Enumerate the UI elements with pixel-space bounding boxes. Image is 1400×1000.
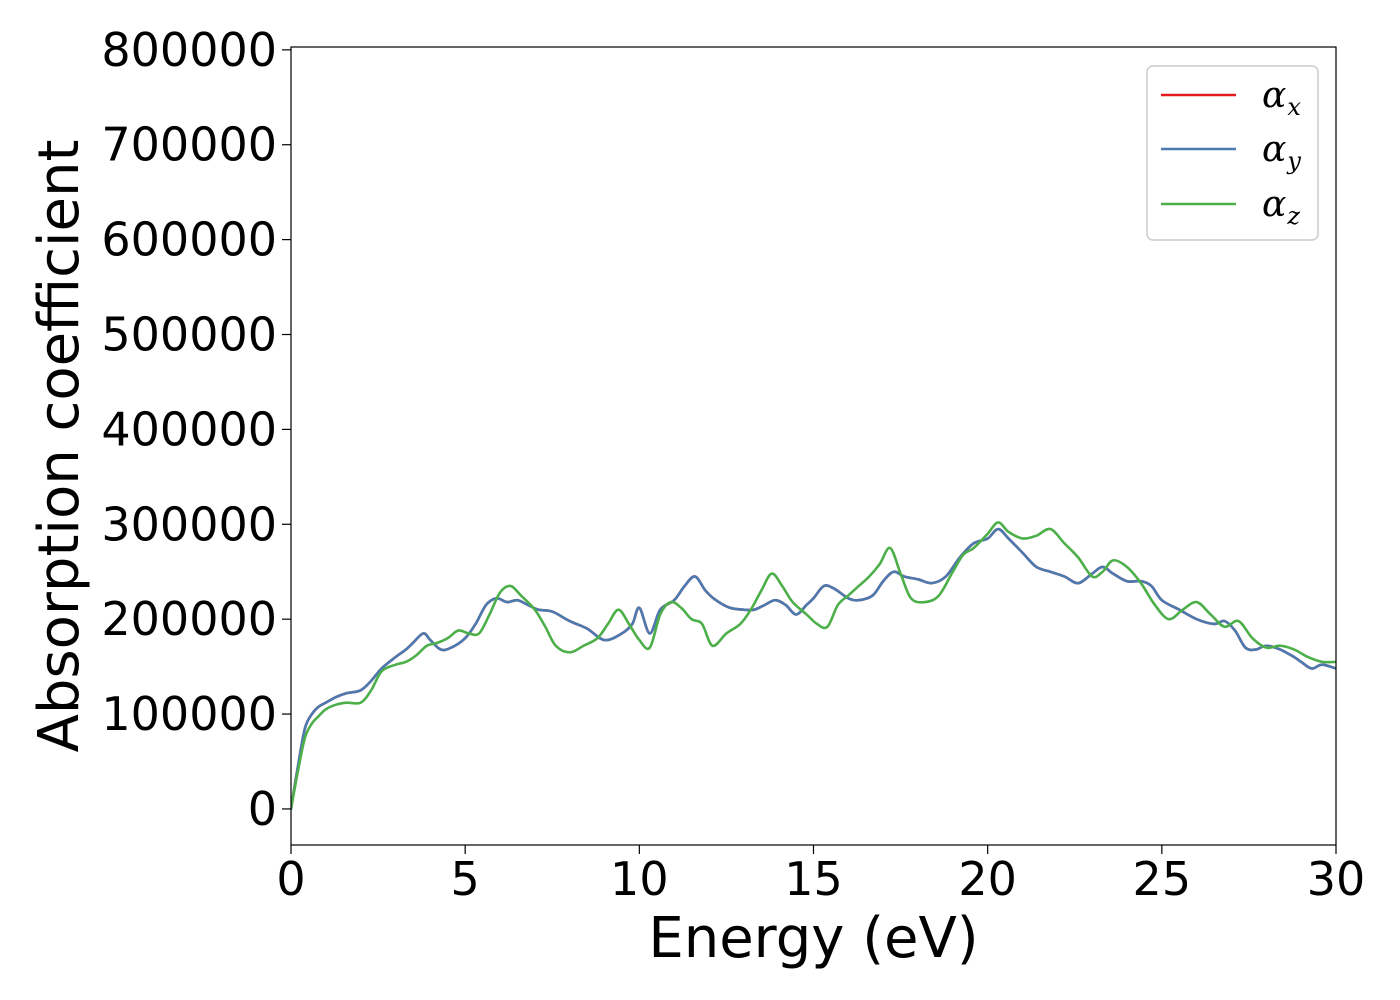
y-tick-label: 100000 [101,687,277,741]
y-tick-label: 700000 [101,118,277,172]
y-tick-label: 800000 [101,23,277,77]
legend-label-subscript: x [1287,93,1301,121]
series-line-y [291,527,1336,811]
legend-box [1146,65,1319,241]
series-line-z [291,521,1336,811]
x-axis-title: Energy (eV) [648,906,978,971]
x-tick-label: 15 [784,852,843,906]
series-line-x [291,527,1336,811]
legend-label-y: αy [1262,129,1301,175]
legend-label-subscript: z [1286,202,1300,230]
legend-label-symbol: α [1262,75,1286,116]
x-tick-label: 30 [1307,852,1366,906]
y-tick-label: 500000 [101,308,277,362]
x-tick-label: 5 [451,852,480,906]
x-tick-label: 25 [1133,852,1192,906]
x-tick-label: 20 [958,852,1017,906]
legend-label-subscript: y [1286,147,1301,175]
y-tick-label: 200000 [101,592,277,646]
x-tick-label: 0 [276,852,305,906]
y-tick-label: 0 [248,782,277,836]
y-tick-label: 600000 [101,213,277,267]
y-tick-label: 300000 [101,497,277,551]
legend-label-symbol: α [1262,184,1286,225]
y-tick-label: 400000 [101,402,277,456]
x-tick-label: 10 [610,852,669,906]
y-axis-title: Absorption coefficient [27,140,92,753]
legend-label-symbol: α [1262,129,1286,170]
legend-label-x: αx [1262,75,1301,121]
legend-label-z: αz [1262,184,1300,230]
